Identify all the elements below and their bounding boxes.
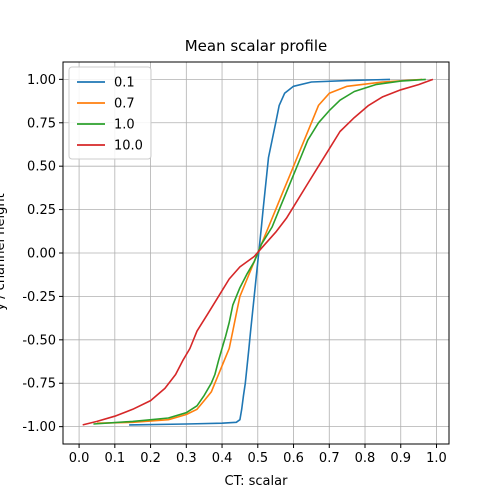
legend-label-1.0: 1.0 [114,118,135,133]
y-tick-label: 0.00 [27,247,56,262]
x-tick-label: 0.6 [283,451,304,466]
y-tick-label: -0.25 [22,290,56,305]
y-tick-label: -0.50 [22,333,56,348]
series-line-1.0 [93,78,426,425]
series-line-0.7 [96,78,423,424]
y-tick-label: 0.75 [27,116,56,131]
x-tick-label: 0.9 [390,451,411,466]
y-tick-label: -1.00 [22,420,56,435]
series-line-0.1 [129,78,391,426]
y-tick-label: -0.75 [22,377,56,392]
y-tick-label: 1.00 [27,73,56,88]
plot-area: 0.0 0.1 0.2 0.3 0.4 0.5 0.6 0.7 0.8 0.9 1.0 -1.00 -0… [22,61,450,466]
x-tick-label: 0.5 [247,451,268,466]
x-axis-label: CT: scalar [225,474,289,489]
x-tick-label: 0.3 [176,451,197,466]
x-tick-label: 0.1 [104,451,125,466]
x-tick-label: 0.2 [140,451,161,466]
series-line-10.0 [82,78,434,426]
legend-label-0.1: 0.1 [114,76,135,91]
legend-label-0.7: 0.7 [114,97,135,112]
y-tick-label: 0.50 [27,160,56,175]
x-tick-label: 0.4 [212,451,233,466]
chart-title: Mean scalar profile [185,37,328,55]
x-tick-label: 0.7 [319,451,340,466]
x-tick-label: 0.0 [69,451,90,466]
x-tick-label: 0.8 [355,451,376,466]
legend-box [68,66,152,160]
y-axis-label: y / channel height [0,193,8,310]
y-tick-label: 0.25 [27,203,56,218]
legend-label-10.0: 10.0 [114,139,143,154]
x-tick-label: 1.0 [426,451,447,466]
